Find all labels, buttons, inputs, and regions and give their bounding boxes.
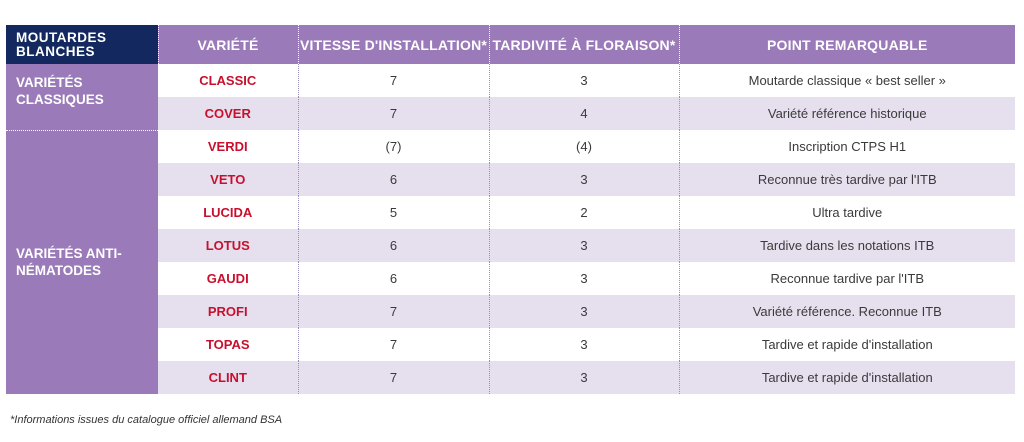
vitesse-cell: 5 xyxy=(298,196,490,229)
variety-cell: CLASSIC xyxy=(158,64,299,97)
vitesse-cell: 7 xyxy=(298,295,490,328)
vitesse-cell: 7 xyxy=(298,361,490,394)
header-tardivite: TARDIVITÉ À FLORAISON* xyxy=(489,25,680,64)
point-cell: Variété référence historique xyxy=(679,97,1015,130)
point-cell: Reconnue très tardive par l'ITB xyxy=(679,163,1015,196)
variety-cell: VETO xyxy=(158,163,299,196)
vitesse-cell: 7 xyxy=(298,97,490,130)
tardivite-cell: 2 xyxy=(489,196,680,229)
point-cell: Tardive et rapide d'installation xyxy=(679,361,1015,394)
tardivite-cell: 3 xyxy=(489,163,680,196)
variety-cell: TOPAS xyxy=(158,328,299,361)
table-row: GAUDI 6 3 Reconnue tardive par l'ITB xyxy=(6,262,1015,295)
vitesse-cell: 7 xyxy=(298,64,490,97)
table-row: VARIÉTÉS ANTI-NÉMATODES VERDI (7) (4) In… xyxy=(6,130,1015,394)
vitesse-cell: 7 xyxy=(298,328,490,361)
table-row: COVER 7 4 Variété référence historique xyxy=(6,97,1015,130)
variety-cell: LOTUS xyxy=(158,229,299,262)
tardivite-cell: (4) xyxy=(489,130,680,163)
tardivite-cell: 3 xyxy=(489,262,680,295)
vitesse-cell: 6 xyxy=(298,163,490,196)
group-label-classiques: VARIÉTÉS CLASSIQUES xyxy=(6,64,158,131)
varieties-table-container: MOUTARDES BLANCHES VARIÉTÉ VITESSE D'INS… xyxy=(6,25,1015,394)
tardivite-cell: 4 xyxy=(489,97,680,130)
table-row: VARIÉTÉS CLASSIQUES CLASSIC 7 3 Moutarde… xyxy=(6,64,1015,131)
footnote: *Informations issues du catalogue offici… xyxy=(10,414,283,426)
variety-cell: GAUDI xyxy=(158,262,299,295)
table-body: VARIÉTÉS CLASSIQUES CLASSIC 7 3 Moutarde… xyxy=(6,64,1015,394)
point-cell: Inscription CTPS H1 xyxy=(679,130,1015,163)
point-cell: Tardive dans les notations ITB xyxy=(679,229,1015,262)
table-row: VETO 6 3 Reconnue très tardive par l'ITB xyxy=(6,163,1015,196)
vitesse-cell: 6 xyxy=(298,229,490,262)
tardivite-cell: 3 xyxy=(489,229,680,262)
table-row: LUCIDA 5 2 Ultra tardive xyxy=(6,196,1015,229)
variety-cell: VERDI xyxy=(158,130,299,163)
tardivite-cell: 3 xyxy=(489,295,680,328)
point-cell: Reconnue tardive par l'ITB xyxy=(679,262,1015,295)
header-vitesse: VITESSE D'INSTALLATION* xyxy=(298,25,490,64)
varieties-table: MOUTARDES BLANCHES VARIÉTÉ VITESSE D'INS… xyxy=(6,25,1015,394)
variety-cell: PROFI xyxy=(158,295,299,328)
header-point: POINT REMARQUABLE xyxy=(679,25,1015,64)
point-cell: Tardive et rapide d'installation xyxy=(679,328,1015,361)
group-label-anti-nematodes: VARIÉTÉS ANTI-NÉMATODES xyxy=(6,130,158,394)
table-row: LOTUS 6 3 Tardive dans les notations ITB xyxy=(6,229,1015,262)
tardivite-cell: 3 xyxy=(489,361,680,394)
table-row: TOPAS 7 3 Tardive et rapide d'installati… xyxy=(6,328,1015,361)
variety-cell: COVER xyxy=(158,97,299,130)
vitesse-cell: 6 xyxy=(298,262,490,295)
tardivite-cell: 3 xyxy=(489,328,680,361)
tardivite-cell: 3 xyxy=(489,64,680,97)
point-cell: Ultra tardive xyxy=(679,196,1015,229)
table-header-row: MOUTARDES BLANCHES VARIÉTÉ VITESSE D'INS… xyxy=(6,25,1015,64)
point-cell: Variété référence. Reconnue ITB xyxy=(679,295,1015,328)
variety-cell: LUCIDA xyxy=(158,196,299,229)
table-row: PROFI 7 3 Variété référence. Reconnue IT… xyxy=(6,295,1015,328)
point-cell: Moutarde classique « best seller » xyxy=(679,64,1015,97)
table-corner-title: MOUTARDES BLANCHES xyxy=(6,25,159,64)
table-row: CLINT 7 3 Tardive et rapide d'installati… xyxy=(6,361,1015,394)
vitesse-cell: (7) xyxy=(298,130,490,163)
variety-cell: CLINT xyxy=(158,361,299,394)
header-variete: VARIÉTÉ xyxy=(158,25,299,64)
